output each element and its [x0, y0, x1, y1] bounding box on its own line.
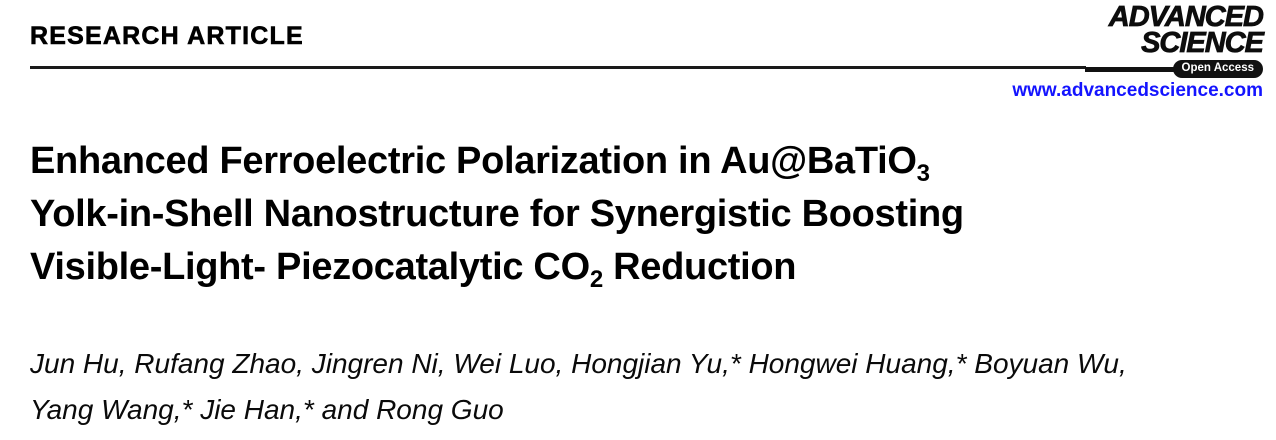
open-access-badge: Open Access: [1172, 60, 1263, 78]
journal-logo: ADVANCED SCIENCE Open Access: [1085, 1, 1265, 78]
title-line3-text: Visible-Light- Piezocatalytic CO: [30, 246, 590, 288]
journal-logo-science: SCIENCE: [1141, 27, 1265, 59]
title-line3: Visible-Light- Piezocatalytic CO2 Reduct…: [30, 241, 964, 294]
title-line2: Yolk-in-Shell Nanostructure for Synergis…: [30, 193, 964, 235]
title-line3-post: Reduction: [602, 246, 797, 288]
title-line1: Enhanced Ferroelectric Polarization in A…: [30, 135, 964, 188]
journal-logo-advanced: ADVANCED: [1108, 1, 1264, 33]
article-title: Enhanced Ferroelectric Polarization in A…: [30, 135, 964, 294]
journal-logo-bar: Open Access: [1085, 60, 1263, 78]
author-list: Jun Hu, Rufang Zhao, Jingren Ni, Wei Luo…: [30, 341, 1127, 433]
authors-line2: Yang Wang,* Jie Han,* and Rong Guo: [30, 394, 504, 425]
authors-line1: Jun Hu, Rufang Zhao, Jingren Ni, Wei Luo…: [30, 348, 1127, 379]
journal-website-link[interactable]: www.advancedscience.com: [1012, 80, 1263, 101]
article-type-label: RESEARCH ARTICLE: [30, 22, 304, 51]
header-divider-rule: [30, 66, 1086, 69]
title-line1-subscript: 3: [916, 160, 930, 187]
title-line1-text: Enhanced Ferroelectric Polarization in A…: [30, 140, 917, 182]
logo-bar-line: [1085, 66, 1177, 72]
title-line3-subscript: 2: [589, 266, 603, 293]
